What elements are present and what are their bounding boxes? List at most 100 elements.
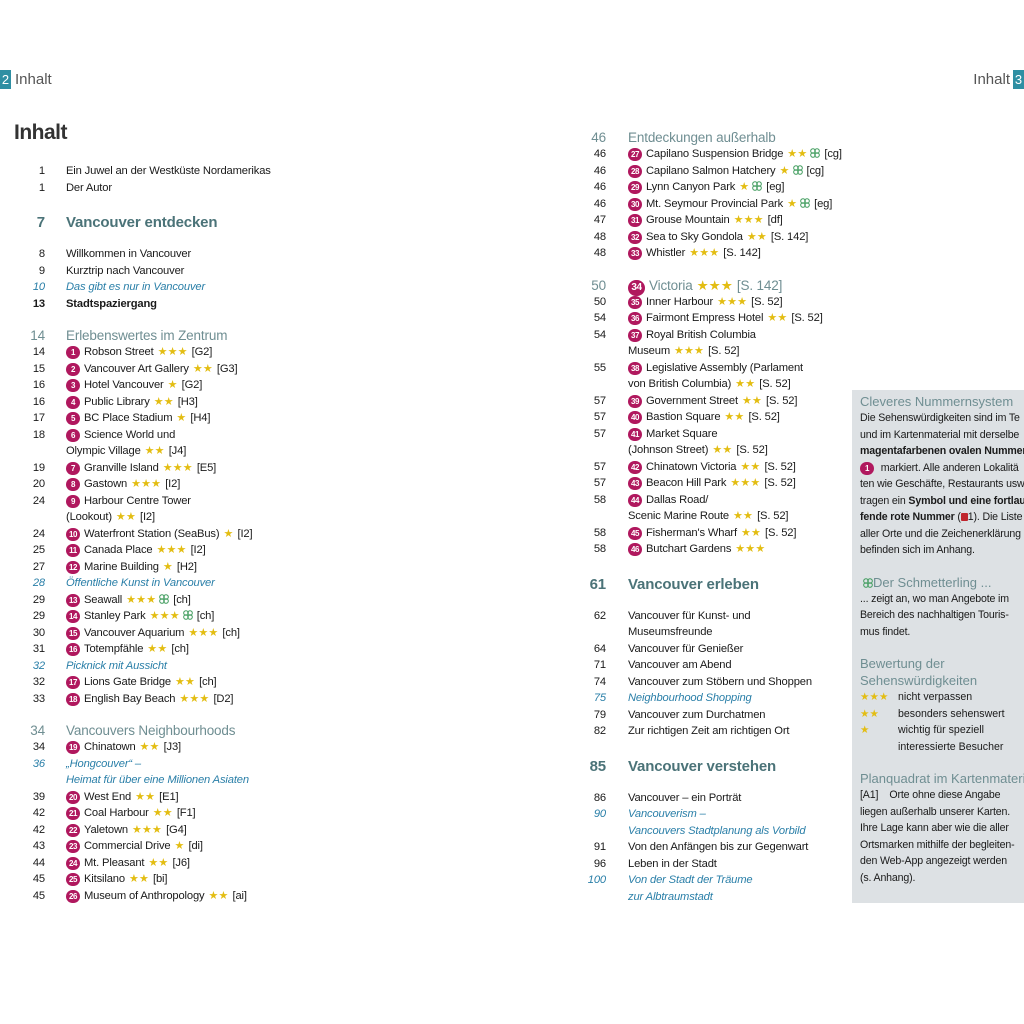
toc-entry: 45 25 Kitsilano ★★ [bi] [0, 871, 540, 888]
entry-text: Vancouvers Neighbourhoods [66, 721, 540, 741]
entry-label: Vancouver erleben [628, 575, 759, 593]
entry-text: Picknick mit Aussicht [66, 658, 540, 675]
entry-line: von British Columbia) ★★ [S. 52] [628, 376, 850, 393]
entry-text: Neighbourhood Shopping [628, 690, 850, 707]
entry-text: 31 Grouse Mountain ★★★ [df] [628, 212, 850, 229]
map-ref: [H4] [190, 412, 211, 424]
entry-line: Das gibt es nur in Vancouver [66, 279, 540, 296]
page-number: 34 [30, 723, 45, 738]
entry-label: Marine Building [84, 560, 159, 573]
entry-label: Vancouver verstehen [628, 757, 777, 775]
entry-line: Vancouver entdecken [66, 212, 540, 234]
rating-stars: ★★★ [126, 593, 157, 606]
entry-text: 17 Lions Gate Bridge ★★ [ch] [66, 674, 540, 691]
rating-stars: ★ [739, 181, 750, 193]
rating-stars: ★ [779, 164, 790, 177]
entry-text: 41 Market Square (Johnson Street) ★★ [S. 52] [628, 426, 850, 459]
rating-stars: ★★★ [179, 692, 210, 705]
entry-label: Stadtspaziergang [66, 297, 157, 310]
entry-text: 6 Science World und Olympic Village ★★ [J4] [66, 427, 540, 460]
entry-line: 25 Kitsilano ★★ [bi] [66, 871, 540, 888]
rating-stars: ★★ [733, 510, 754, 522]
entry-label: Grouse Mountain [646, 214, 730, 226]
map-ref: [eg] [814, 197, 833, 210]
toc-entry: 61 Vancouver erleben [560, 574, 850, 596]
sight-marker: 46 [628, 543, 642, 556]
butterfly-icon [182, 610, 193, 620]
entry-label: Totempfähle [84, 643, 144, 655]
page-number: 1 [38, 181, 45, 194]
entry-line: Vancouver für Kunst- und [628, 608, 850, 625]
entry-label: Inner Harbour [646, 295, 714, 308]
toc-entry: 58 44 Dallas Road/Scenic Marine Route ★★ [S.… [560, 492, 850, 525]
entry-line: Vancouverism – [628, 806, 850, 823]
entry-text: 1 Robson Street ★★★ [G2] [66, 344, 540, 361]
map-ref: [J4] [168, 445, 187, 457]
entry-text: 29 Lynn Canyon Park ★ [eg] [628, 179, 850, 196]
entry-text: 5 BC Place Stadium ★ [H4] [66, 410, 540, 427]
entry-text: 8 Gastown ★★★ [I2] [66, 476, 540, 493]
entry-line: Vancouver zum Stöbern und Shoppen [628, 674, 850, 691]
toc-entry: 7 Vancouver entdecken [0, 212, 540, 234]
page-number: 14 [32, 346, 45, 358]
entry-label: Vancouverism – [628, 808, 706, 820]
page-number: 42 [32, 823, 45, 836]
entry-line: Zur richtigen Zeit am richtigen Ort [628, 723, 850, 740]
entry-line: 38 Legislative Assembly (Parlament [628, 360, 850, 377]
map-ref: [G4] [166, 823, 187, 836]
page-number: 64 [593, 642, 606, 655]
entry-line: 44 Dallas Road/ [628, 492, 850, 509]
rating-stars: ★★★ [131, 478, 162, 490]
map-ref: [S. 142] [723, 247, 761, 259]
info-line: aller Orte und die Zeichenerklärung [860, 526, 1024, 543]
entry-label: Chinatown Victoria [646, 460, 737, 473]
entry-line: zur Albtraumstadt [628, 889, 850, 906]
page-number: 17 [32, 412, 45, 424]
entry-text: Vancouver zum Stöbern und Shoppen [628, 674, 850, 691]
entry-text: 34 Victoria ★★★ [S. 142] [628, 276, 850, 296]
entry-label: Museum of Anthropology [84, 889, 205, 902]
entry-label: Olympic Village [66, 445, 141, 457]
page-number: 61 [589, 575, 607, 593]
page-number: 47 [593, 214, 606, 226]
page-number: 82 [593, 725, 606, 737]
entry-label: zur Albtraumstadt [628, 890, 713, 903]
entry-line: 15 Vancouver Aquarium ★★★ [ch] [66, 625, 540, 642]
entry-line: Vancouver am Abend [628, 657, 850, 674]
info-text: tragen ein [860, 494, 909, 507]
entry-text: Stadtspaziergang [66, 296, 540, 313]
page-number: 18 [32, 428, 45, 441]
info-line: den Web-App angezeigt werden [860, 853, 1024, 870]
entry-line: 36 Fairmont Empress Hotel ★★ [S. 52] [628, 310, 850, 327]
info-text: Bereich des nachhaltigen Touris- [860, 609, 1009, 621]
info-text: ( [954, 511, 961, 523]
sight-marker: 13 [66, 593, 80, 607]
page-number: 8 [38, 248, 45, 260]
entry-line: 3 Hotel Vancouver ★ [G2] [66, 377, 540, 394]
page-number: 13 [32, 297, 45, 310]
page-number: 1 [38, 165, 45, 177]
entry-label: Scenic Marine Route [628, 510, 729, 522]
entry-label: Picknick mit Aussicht [66, 659, 167, 672]
entry-text: 28 Capilano Salmon Hatchery ★ [cg] [628, 163, 850, 180]
entry-line: Museumsfreunde [628, 624, 850, 641]
entry-text: Entdeckungen außerhalb [628, 128, 850, 148]
info-line: Ortsmarken mithilfe der begleiten- [860, 837, 1024, 854]
page-number: 79 [593, 708, 606, 721]
rating-stars: ★★ [767, 312, 788, 324]
toc-column: 1 Ein Juwel an der Westküste Nordamerikas… [0, 163, 540, 904]
entry-text: 12 Marine Building ★ [H2] [66, 559, 540, 576]
map-ref: [cg] [824, 148, 842, 160]
info-line: mus findet. [860, 624, 1024, 641]
entry-text: 22 Yaletown ★★★ [G4] [66, 822, 540, 839]
entry-label: Museum [628, 345, 670, 357]
toc-entry: 24 10 Waterfront Station (SeaBus) ★ [I2] [0, 526, 540, 543]
toc-entry: 1 Der Autor [0, 180, 540, 197]
sight-marker: 3 [66, 379, 80, 392]
sight-marker: 25 [66, 873, 80, 886]
map-ref: [S. 52] [759, 378, 791, 390]
entry-line: Ein Juwel an der Westküste Nordamerikas [66, 163, 540, 180]
entry-line: Von der Stadt der Träume [628, 872, 850, 889]
entry-label: Erlebenswertes im Zentrum [66, 328, 228, 343]
entry-line: Vancouver – ein Porträt [628, 790, 850, 807]
